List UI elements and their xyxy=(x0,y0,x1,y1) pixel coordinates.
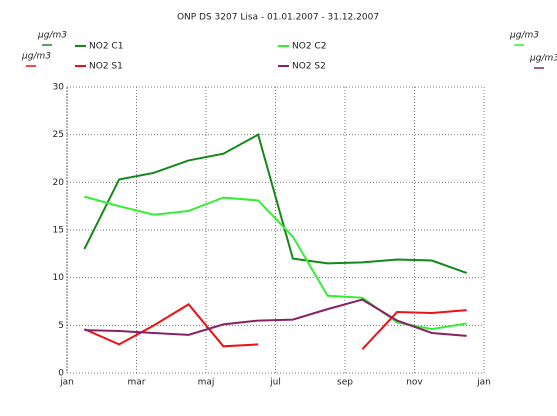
x-tick-label: maj xyxy=(198,378,215,388)
legend-label: NO2 S2 xyxy=(292,62,326,72)
legend-label: NO2 C2 xyxy=(292,42,326,52)
data-line xyxy=(83,133,467,274)
x-tick-label: sep xyxy=(337,378,353,388)
data-line xyxy=(361,309,467,350)
x-tick-label: nov xyxy=(406,378,423,388)
legend-label: NO2 C1 xyxy=(89,42,123,52)
y-tick-label: 30 xyxy=(53,83,65,93)
chart-title: ONP DS 3207 Lisa - 01.01.2007 - 31.12.20… xyxy=(177,13,379,23)
data-line xyxy=(84,298,467,337)
unit-label: µg/m3 xyxy=(509,31,539,41)
x-tick-label: mar xyxy=(128,378,146,388)
unit-label: µg/m3 xyxy=(21,52,51,62)
x-tick-label: jul xyxy=(269,378,281,388)
legend-label: NO2 S1 xyxy=(89,62,123,72)
x-tick-label: jan xyxy=(59,378,74,388)
y-tick-label: 25 xyxy=(53,130,64,140)
data-line xyxy=(83,303,259,348)
y-tick-label: 0 xyxy=(58,369,64,379)
x-tick-label: jan xyxy=(476,378,491,388)
unit-label: µg/m3 xyxy=(529,54,557,64)
unit-label: µg/m3 xyxy=(37,31,67,41)
y-tick-label: 15 xyxy=(53,226,64,236)
y-tick-label: 20 xyxy=(53,178,65,188)
y-tick-label: 10 xyxy=(53,273,65,283)
y-tick-label: 5 xyxy=(58,321,64,331)
